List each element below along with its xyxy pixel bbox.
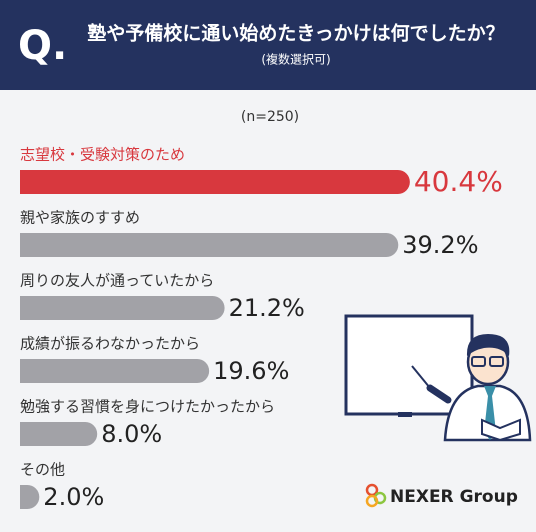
book	[481, 418, 521, 442]
value-label: 40.4%	[414, 165, 503, 198]
chart-subtitle: (複数選択可)	[261, 52, 330, 67]
logo-ring	[365, 494, 379, 508]
category-label: 周りの友人が通っていたから	[20, 272, 214, 290]
value-label: 2.0%	[43, 483, 104, 511]
bar	[20, 233, 399, 257]
bar	[20, 485, 40, 509]
whiteboard	[344, 314, 474, 416]
bar	[20, 170, 410, 194]
category-label: 勉強する習慣を身につけたかったから	[20, 398, 275, 416]
hair	[466, 334, 510, 356]
category-label: 成績が振るわなかったから	[20, 335, 200, 353]
bar	[20, 359, 210, 383]
pointer	[411, 365, 431, 389]
sample-note: (n=250)	[241, 109, 299, 125]
q-mark: Q.	[18, 23, 67, 69]
illustration	[344, 314, 532, 442]
value-label: 8.0%	[101, 420, 162, 448]
logo: NEXER Group	[365, 483, 518, 508]
arm	[426, 384, 452, 404]
value-label: 39.2%	[402, 231, 478, 259]
chart-title: 塾や予備校に通い始めたきっかけは何でしたか？	[87, 22, 504, 45]
glasses-right	[489, 356, 504, 367]
bar	[20, 296, 225, 320]
board-tray	[398, 412, 412, 417]
logo-text: NEXER Group	[390, 487, 518, 507]
value-label: 19.6%	[213, 357, 289, 385]
value-label: 21.2%	[229, 294, 305, 322]
header	[0, 0, 536, 90]
category-label: 親や家族のすすめ	[20, 209, 140, 227]
category-label: その他	[20, 461, 65, 479]
bar	[20, 422, 98, 446]
category-label: 志望校・受験対策のため	[20, 146, 185, 164]
glasses-left	[471, 356, 486, 367]
